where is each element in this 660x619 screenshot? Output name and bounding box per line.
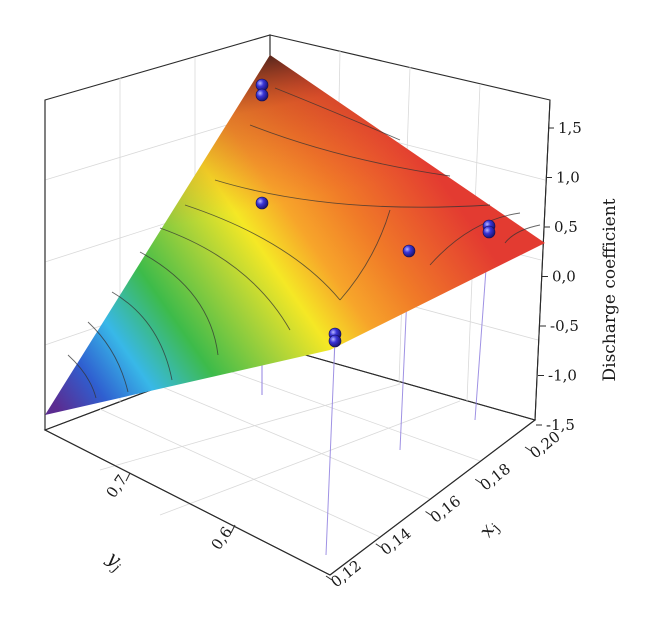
x-tick-label: 0,18: [477, 460, 514, 495]
data-point: [402, 244, 416, 258]
z-axis: 1,5 1,0 0,5 0,0 -0,5 -1,0 -1,5: [536, 119, 582, 434]
z-tick-label: 0,0: [552, 268, 576, 286]
box-front-edges: [44, 99, 551, 576]
z-tick-label: 1,5: [558, 119, 582, 137]
y-tick-mark: [125, 472, 131, 482]
x-tick-mark: [325, 575, 333, 581]
data-point: [255, 88, 269, 102]
y-axis-title: yj: [101, 546, 128, 575]
z-tick-label: 0,5: [554, 218, 578, 236]
z-tick-label: -0,5: [550, 317, 579, 335]
data-point: [482, 225, 496, 239]
x-tick-label: 0,14: [377, 524, 414, 559]
x-tick-mark: [524, 446, 532, 452]
y-tick-label: 0,6: [208, 523, 236, 553]
z-axis-title: Discharge coefficient: [600, 198, 620, 381]
x-axis-title: xj: [475, 517, 504, 543]
y-tick-label: 0,7: [103, 471, 131, 501]
x-tick-mark: [375, 543, 383, 549]
z-tick-label: 1,0: [556, 169, 580, 187]
x-tick-mark: [425, 511, 432, 516]
data-points: [255, 78, 496, 348]
x-tick-mark: [474, 478, 482, 484]
response-surface: [45, 55, 545, 415]
y-axis: 0,7 0,6: [103, 471, 236, 553]
z-tick-label: -1,0: [548, 367, 577, 385]
data-point: [255, 196, 269, 210]
x-axis: 0,120,140,160,180,20: [325, 427, 564, 591]
data-point: [328, 334, 342, 348]
z-tick-label: -1,5: [546, 416, 575, 434]
x-tick-label: 0,12: [327, 556, 364, 591]
y-tick-mark: [230, 524, 236, 534]
